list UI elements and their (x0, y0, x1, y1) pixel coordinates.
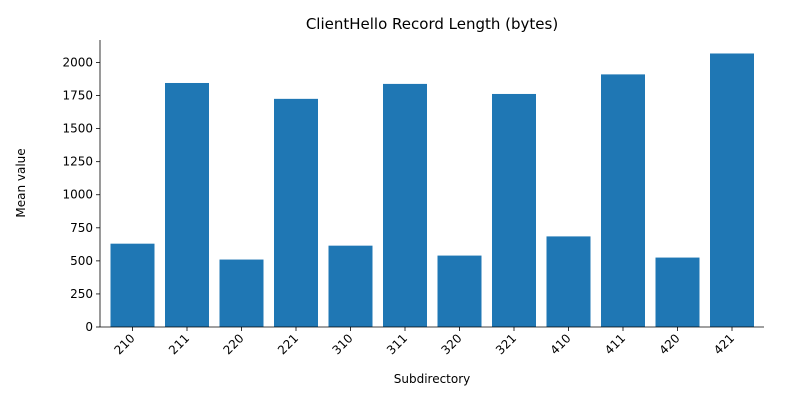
y-tick-label-1250: 1250 (62, 155, 93, 169)
chart-title: ClientHello Record Length (bytes) (306, 15, 558, 33)
bar-421 (710, 53, 754, 327)
y-tick-label-500: 500 (70, 254, 93, 268)
x-axis-label: Subdirectory (394, 372, 471, 386)
bar-411 (601, 74, 645, 327)
y-tick-label-1750: 1750 (62, 89, 93, 103)
bar-320 (437, 255, 482, 327)
y-axis: 0 250 500 750 1000 1250 1500 1750 2000 (62, 55, 100, 334)
bars-group (110, 53, 754, 328)
y-tick-label-1500: 1500 (62, 122, 93, 136)
bar-221 (274, 98, 318, 328)
bar-310 (328, 245, 373, 327)
y-tick-label-250: 250 (70, 287, 93, 301)
bar-220 (219, 259, 264, 327)
bar-211 (165, 82, 209, 327)
bar-311 (383, 83, 427, 328)
y-axis-label: Mean value (14, 148, 28, 217)
y-tick-label-0: 0 (85, 320, 93, 334)
bar-410 (546, 236, 591, 327)
bar-210 (110, 243, 155, 327)
y-tick-label-1000: 1000 (62, 188, 93, 202)
y-tick-label-750: 750 (70, 221, 93, 235)
y-tick-label-2000: 2000 (62, 55, 93, 69)
bar-420 (655, 257, 700, 327)
bar-321 (492, 93, 536, 327)
